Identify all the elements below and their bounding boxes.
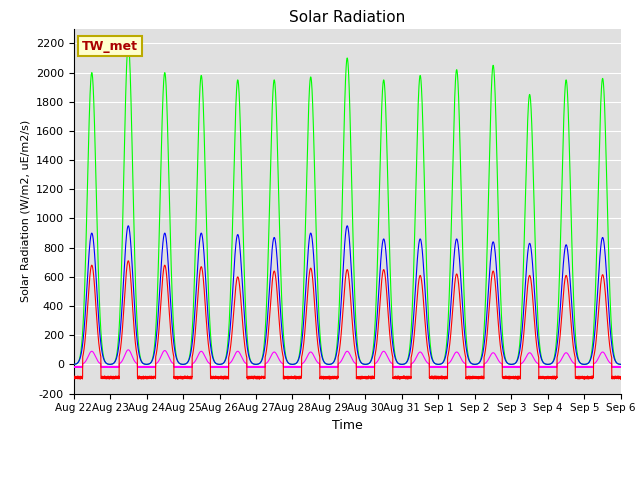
Pyranom [327, 361, 335, 367]
X-axis label: Time: Time [332, 419, 363, 432]
PAR_OUT [470, 364, 478, 370]
RNet [168, 343, 176, 348]
Y-axis label: Solar Radiation (W/m2, uE/m2/s): Solar Radiation (W/m2, uE/m2/s) [20, 120, 30, 302]
Pyranom [168, 322, 176, 327]
RNet [70, 374, 77, 380]
Line: PAR_OUT: PAR_OUT [74, 350, 621, 367]
PAR_OUT [617, 364, 625, 370]
PAR_OUT [124, 347, 132, 353]
PAR_IN [168, 289, 176, 295]
Text: TW_met: TW_met [82, 40, 138, 53]
Pyranom [544, 361, 552, 367]
Pyranom [440, 359, 447, 365]
RNet [501, 375, 509, 381]
PAR_IN [616, 361, 624, 367]
Line: PAR_IN: PAR_IN [74, 43, 621, 364]
RNet [617, 376, 625, 382]
Pyranom [501, 356, 509, 361]
Line: RNet: RNet [74, 261, 621, 379]
PAR_IN [501, 353, 509, 359]
PAR_OUT [70, 364, 77, 370]
RNet [327, 375, 335, 381]
RNet [255, 376, 263, 382]
Pyranom [616, 361, 624, 367]
PAR_IN [617, 361, 625, 367]
PAR_IN [70, 361, 77, 367]
RNet [440, 375, 447, 381]
Pyranom [470, 361, 477, 367]
PAR_OUT [616, 364, 624, 370]
PAR_OUT [168, 360, 176, 366]
Line: Pyranom: Pyranom [74, 226, 621, 364]
PAR_OUT [327, 364, 335, 370]
PAR_OUT [137, 364, 145, 370]
PAR_OUT [440, 364, 447, 370]
PAR_IN [124, 40, 132, 46]
PAR_OUT [501, 364, 509, 370]
Pyranom [70, 361, 77, 367]
Title: Solar Radiation: Solar Radiation [289, 10, 405, 25]
RNet [616, 376, 624, 382]
PAR_IN [470, 361, 477, 367]
PAR_IN [508, 361, 515, 367]
RNet [124, 258, 132, 264]
PAR_IN [327, 361, 335, 367]
Pyranom [617, 361, 625, 367]
Pyranom [124, 223, 132, 228]
Legend: RNet, Pyranom, PAR_IN, PAR_OUT: RNet, Pyranom, PAR_IN, PAR_OUT [151, 474, 543, 480]
PAR_IN [440, 358, 447, 364]
RNet [470, 375, 478, 381]
